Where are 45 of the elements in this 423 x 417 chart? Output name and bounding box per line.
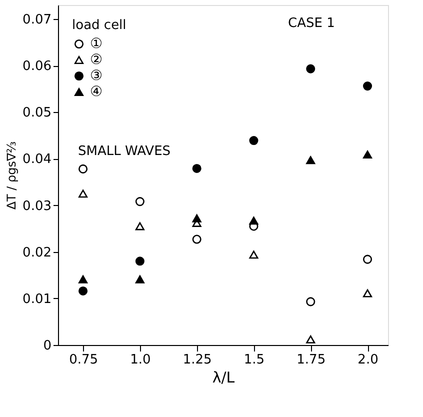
point bbox=[192, 214, 202, 222]
x-tick-label: 1.75 bbox=[296, 352, 326, 368]
point bbox=[306, 156, 316, 164]
x-tick-label: 1.0 bbox=[130, 352, 151, 368]
x-tick-label: 1.5 bbox=[244, 352, 265, 368]
legend-label: ② bbox=[90, 52, 103, 68]
point bbox=[249, 250, 258, 259]
y-tick-label: 0 bbox=[43, 338, 52, 354]
annotation: SMALL WAVES bbox=[78, 144, 171, 159]
point bbox=[306, 64, 316, 74]
point bbox=[78, 190, 88, 198]
x-tick-label: 2.0 bbox=[358, 352, 378, 368]
point bbox=[362, 289, 372, 298]
point bbox=[78, 275, 88, 284]
point bbox=[135, 197, 144, 206]
point bbox=[135, 275, 144, 284]
y-tick-label: 0.07 bbox=[22, 12, 52, 28]
point bbox=[78, 164, 88, 174]
point bbox=[306, 335, 316, 344]
y-tick-label: 0.05 bbox=[22, 106, 52, 121]
point bbox=[135, 222, 144, 230]
point bbox=[249, 136, 258, 146]
x-tick-label: 1.25 bbox=[182, 352, 212, 368]
y-tick-label: 0.03 bbox=[22, 198, 52, 214]
legend-label: ④ bbox=[90, 84, 103, 100]
x-tick-label: 0.75 bbox=[69, 352, 98, 368]
point bbox=[78, 286, 88, 296]
y-tick-label: 0.01 bbox=[22, 292, 52, 307]
y-tick-label: 0.02 bbox=[22, 245, 52, 260]
point bbox=[362, 254, 372, 264]
legend-label: ① bbox=[90, 36, 103, 52]
legend-title: load cell bbox=[72, 18, 126, 33]
point bbox=[192, 164, 202, 173]
point bbox=[135, 256, 144, 266]
point bbox=[249, 216, 258, 225]
point bbox=[362, 82, 372, 91]
legend-label: ③ bbox=[90, 68, 103, 84]
point bbox=[362, 150, 372, 159]
point bbox=[192, 234, 202, 244]
point bbox=[306, 297, 316, 306]
annotation: CASE 1 bbox=[288, 16, 335, 31]
y-axis-title: ΔT / ρgs∇⅔ bbox=[4, 140, 19, 210]
y-tick-label: 0.04 bbox=[22, 152, 52, 168]
x-axis-title: λ/L bbox=[212, 368, 236, 386]
y-tick-label: 0.06 bbox=[22, 59, 52, 74]
